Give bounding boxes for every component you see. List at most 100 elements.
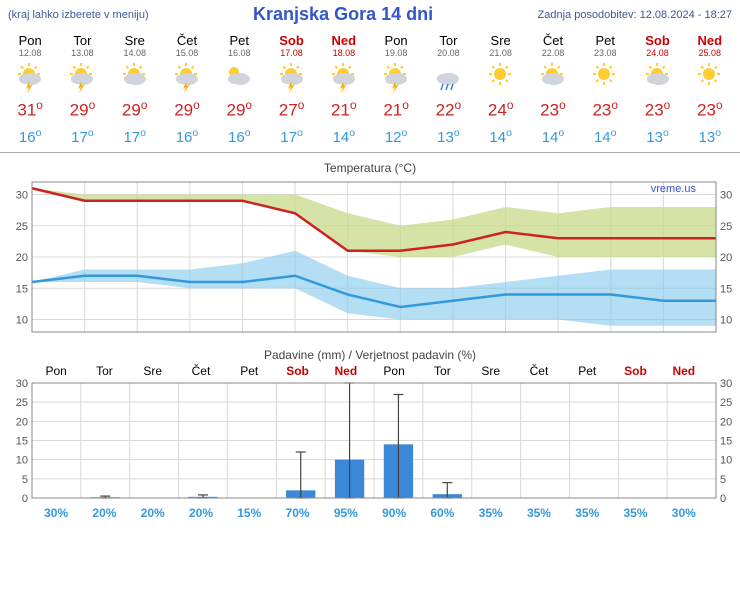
- svg-text:15: 15: [720, 435, 732, 447]
- precip-probabilities: 30%20%20%20%15%70%95%90%60%35%35%35%35%3…: [4, 506, 736, 520]
- temp-low: 17o: [109, 127, 161, 146]
- precip-probability: 35%: [611, 506, 659, 520]
- day-date: 16.08: [213, 48, 265, 58]
- temp-high: 23o: [527, 98, 579, 121]
- weather-icon: [475, 62, 527, 94]
- precip-probability: 30%: [660, 506, 708, 520]
- svg-text:15: 15: [16, 283, 28, 295]
- weather-icon: [370, 62, 422, 94]
- day-column: Pon19.0821o12o: [370, 29, 422, 152]
- day-column: Sre21.0824o14o: [475, 29, 527, 152]
- day-column: Pon12.0831o16o: [4, 29, 56, 152]
- precip-probability: 30%: [32, 506, 80, 520]
- temp-high: 21o: [318, 98, 370, 121]
- day-date: 23.08: [579, 48, 631, 58]
- weather-icon: [422, 62, 474, 94]
- precip-day-label: Sre: [467, 364, 515, 378]
- day-column: Ned25.08 23o 13o: [684, 29, 736, 152]
- precip-probability: 15%: [225, 506, 273, 520]
- precip-probability: 20%: [80, 506, 128, 520]
- precip-probability: 35%: [563, 506, 611, 520]
- temp-high: 31o: [4, 98, 56, 121]
- precip-day-label: Ned: [660, 364, 708, 378]
- precip-day-label: Sre: [129, 364, 177, 378]
- temp-low: 13o: [631, 127, 683, 146]
- temp-high: 22o: [422, 98, 474, 121]
- precip-probability: 95%: [322, 506, 370, 520]
- svg-text:0: 0: [22, 493, 28, 503]
- svg-text:30: 30: [16, 189, 28, 201]
- precip-day-label: Tor: [80, 364, 128, 378]
- svg-text:20: 20: [16, 252, 28, 264]
- precip-probability: 20%: [129, 506, 177, 520]
- day-date: 25.08: [684, 48, 736, 58]
- day-column: Pet16.08 29o 16o: [213, 29, 265, 152]
- page-title: Kranjska Gora 14 dni: [253, 4, 433, 25]
- precip-probability: 90%: [370, 506, 418, 520]
- watermark: vreme.us: [651, 183, 696, 195]
- svg-text:5: 5: [22, 473, 28, 485]
- temp-low: 17o: [265, 127, 317, 146]
- svg-text:25: 25: [16, 220, 28, 232]
- svg-text:15: 15: [720, 283, 732, 295]
- temp-low: 16o: [4, 127, 56, 146]
- day-date: 13.08: [56, 48, 108, 58]
- weather-icon: [161, 62, 213, 94]
- weather-icon: [631, 62, 683, 94]
- temp-low: 17o: [56, 127, 108, 146]
- weather-icon: [4, 62, 56, 94]
- day-column: Ned18.0821o14o: [318, 29, 370, 152]
- day-name: Sre: [475, 33, 527, 48]
- day-name: Sob: [265, 33, 317, 48]
- day-date: 20.08: [422, 48, 474, 58]
- weather-icon: [318, 62, 370, 94]
- day-name: Ned: [684, 33, 736, 48]
- precip-day-label: Tor: [418, 364, 466, 378]
- menu-hint: (kraj lahko izberete v meniju): [8, 9, 149, 21]
- precip-day-label: Pet: [563, 364, 611, 378]
- weather-icon: [527, 62, 579, 94]
- temp-low: 13o: [422, 127, 474, 146]
- day-date: 12.08: [4, 48, 56, 58]
- day-column: Čet22.08 23o 14o: [527, 29, 579, 152]
- day-name: Pon: [370, 33, 422, 48]
- svg-text:10: 10: [720, 454, 732, 466]
- weather-icon: [109, 62, 161, 94]
- day-name: Čet: [527, 33, 579, 48]
- temp-low: 13o: [684, 127, 736, 146]
- temp-low: 16o: [213, 127, 265, 146]
- day-name: Sob: [631, 33, 683, 48]
- day-date: 18.08: [318, 48, 370, 58]
- temp-high: 29o: [109, 98, 161, 121]
- temp-high: 23o: [579, 98, 631, 121]
- precip-day-labels: PonTorSreČetPetSobNedPonTorSreČetPetSobN…: [4, 364, 736, 378]
- precip-day-label: Ned: [322, 364, 370, 378]
- temp-high: 23o: [684, 98, 736, 121]
- temp-low: 14o: [475, 127, 527, 146]
- svg-text:15: 15: [16, 435, 28, 447]
- day-name: Pet: [213, 33, 265, 48]
- day-column: Pet23.0823o14o: [579, 29, 631, 152]
- day-date: 14.08: [109, 48, 161, 58]
- precipitation-chart: 005510101515202025253030: [4, 378, 736, 506]
- day-column: Sob17.0827o17o: [265, 29, 317, 152]
- day-date: 21.08: [475, 48, 527, 58]
- precip-probability: 60%: [418, 506, 466, 520]
- day-column: Tor20.0822o13o: [422, 29, 474, 152]
- day-name: Tor: [56, 33, 108, 48]
- day-date: 24.08: [631, 48, 683, 58]
- weather-icon: [265, 62, 317, 94]
- temp-high: 23o: [631, 98, 683, 121]
- day-name: Sre: [109, 33, 161, 48]
- temp-high: 29o: [213, 98, 265, 121]
- precip-probability: 20%: [177, 506, 225, 520]
- last-updated: Zadnja posodobitev: 12.08.2024 - 18:27: [538, 9, 732, 21]
- day-date: 22.08: [527, 48, 579, 58]
- svg-text:10: 10: [16, 314, 28, 326]
- svg-text:30: 30: [720, 378, 732, 390]
- temperature-chart: 10101515202025253030 vreme.us: [4, 177, 736, 340]
- weather-icon: [579, 62, 631, 94]
- day-column: Čet15.0829o16o: [161, 29, 213, 152]
- precip-day-label: Sob: [611, 364, 659, 378]
- temp-low: 14o: [527, 127, 579, 146]
